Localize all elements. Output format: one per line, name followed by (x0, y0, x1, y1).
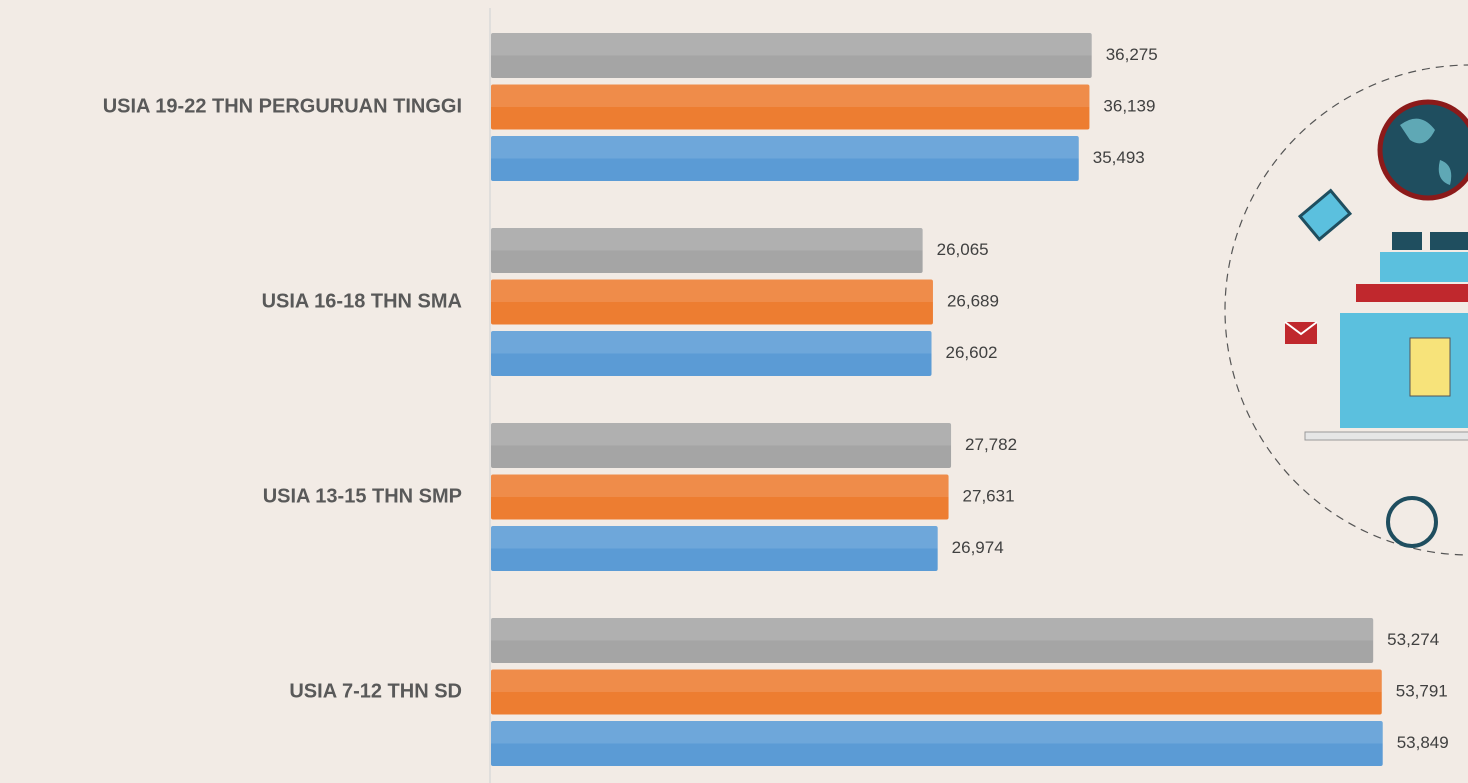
category-label: USIA 13-15 THN SMP (263, 485, 462, 507)
bar (491, 669, 1382, 715)
laptop-base (1304, 431, 1468, 441)
bar-highlight (491, 526, 938, 549)
value-label: 53,849 (1397, 733, 1449, 752)
bar-highlight (491, 423, 952, 446)
bar-highlight (491, 474, 949, 497)
value-label: 26,689 (947, 291, 999, 310)
category-label: USIA 19-22 THN PERGURUAN TINGGI (103, 95, 462, 117)
bar-highlight (491, 84, 1090, 107)
value-label: 53,791 (1396, 681, 1448, 700)
book (1356, 284, 1468, 302)
bar (491, 526, 938, 571)
bar-highlight (491, 721, 1383, 744)
value-label: 53,274 (1387, 630, 1439, 649)
bar-highlight (491, 33, 1092, 56)
bar-highlight (491, 331, 932, 354)
bar (491, 33, 1092, 78)
value-label: 36,275 (1106, 45, 1158, 64)
bar-highlight (491, 618, 1374, 641)
globe-land (1400, 118, 1452, 185)
bar (491, 721, 1383, 766)
category-label: USIA 16-18 THN SMA (262, 290, 462, 312)
bar-highlight (491, 136, 1079, 159)
value-label: 27,782 (965, 435, 1017, 454)
bar (491, 474, 949, 520)
value-label: 26,974 (952, 538, 1004, 557)
value-label: 27,631 (963, 486, 1015, 505)
notebook (1409, 337, 1451, 397)
value-label: 26,602 (946, 343, 998, 362)
book (1380, 252, 1468, 282)
book (1392, 232, 1422, 250)
globe (1377, 99, 1468, 201)
bar (491, 279, 933, 325)
value-label: 35,493 (1093, 148, 1145, 167)
bar (491, 618, 1374, 663)
bar-highlight (491, 669, 1382, 692)
bar (491, 423, 952, 468)
bar (491, 331, 932, 376)
book (1430, 232, 1468, 250)
value-label: 36,139 (1103, 96, 1155, 115)
stopwatch (1386, 496, 1438, 548)
bar (491, 228, 923, 273)
envelope-flap (1284, 321, 1318, 336)
category-label: USIA 7-12 THN SD (289, 680, 462, 702)
bar-highlight (491, 228, 923, 251)
tablet (1297, 188, 1353, 242)
bar (491, 84, 1090, 130)
bar (491, 136, 1079, 181)
value-label: 26,065 (937, 240, 989, 259)
illustration (1224, 64, 1468, 556)
bar-highlight (491, 279, 933, 302)
